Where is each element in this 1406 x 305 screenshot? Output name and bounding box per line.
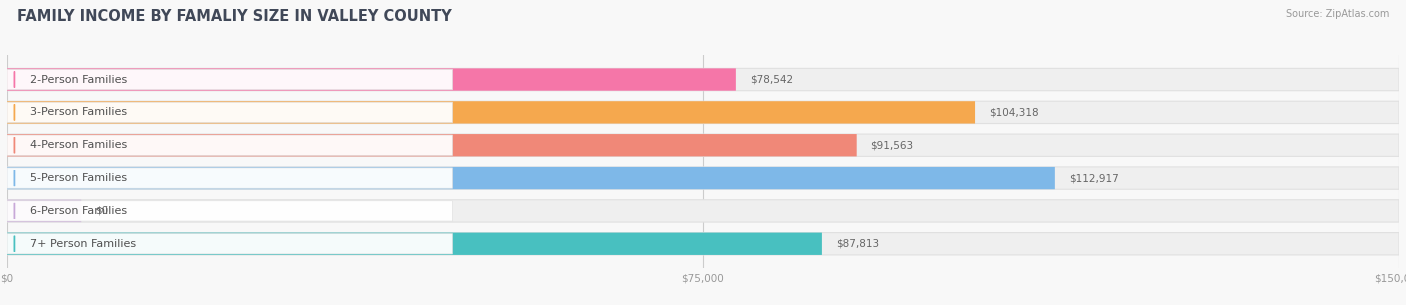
FancyBboxPatch shape bbox=[7, 68, 1399, 91]
Text: Source: ZipAtlas.com: Source: ZipAtlas.com bbox=[1285, 9, 1389, 19]
FancyBboxPatch shape bbox=[7, 168, 453, 188]
FancyBboxPatch shape bbox=[7, 68, 735, 91]
Text: $78,542: $78,542 bbox=[749, 74, 793, 84]
FancyBboxPatch shape bbox=[7, 102, 453, 123]
FancyBboxPatch shape bbox=[7, 167, 1399, 189]
Text: $91,563: $91,563 bbox=[870, 140, 914, 150]
Text: 6-Person Families: 6-Person Families bbox=[31, 206, 128, 216]
Text: $104,318: $104,318 bbox=[988, 107, 1039, 117]
FancyBboxPatch shape bbox=[7, 200, 1399, 222]
FancyBboxPatch shape bbox=[7, 233, 823, 255]
Text: 4-Person Families: 4-Person Families bbox=[31, 140, 128, 150]
Text: FAMILY INCOME BY FAMALIY SIZE IN VALLEY COUNTY: FAMILY INCOME BY FAMALIY SIZE IN VALLEY … bbox=[17, 9, 451, 24]
FancyBboxPatch shape bbox=[7, 134, 1399, 156]
Text: 7+ Person Families: 7+ Person Families bbox=[31, 239, 136, 249]
FancyBboxPatch shape bbox=[7, 101, 1399, 124]
FancyBboxPatch shape bbox=[7, 200, 82, 222]
Text: $0: $0 bbox=[96, 206, 108, 216]
Text: 3-Person Families: 3-Person Families bbox=[31, 107, 128, 117]
FancyBboxPatch shape bbox=[7, 233, 1399, 255]
FancyBboxPatch shape bbox=[7, 134, 856, 156]
FancyBboxPatch shape bbox=[7, 201, 453, 221]
FancyBboxPatch shape bbox=[7, 135, 453, 156]
Text: $112,917: $112,917 bbox=[1069, 173, 1119, 183]
Text: 2-Person Families: 2-Person Families bbox=[31, 74, 128, 84]
FancyBboxPatch shape bbox=[7, 101, 974, 124]
FancyBboxPatch shape bbox=[7, 69, 453, 90]
FancyBboxPatch shape bbox=[7, 167, 1054, 189]
FancyBboxPatch shape bbox=[7, 234, 453, 254]
Text: 5-Person Families: 5-Person Families bbox=[31, 173, 128, 183]
Text: $87,813: $87,813 bbox=[835, 239, 879, 249]
